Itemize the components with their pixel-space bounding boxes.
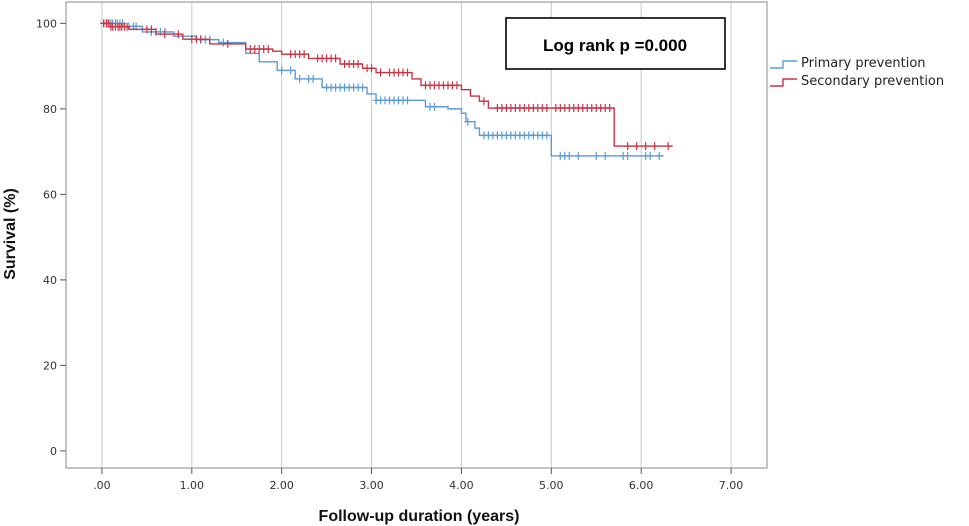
censor-mark — [543, 104, 551, 113]
censor-mark — [296, 74, 304, 83]
censor-mark — [606, 104, 614, 113]
y-axis-title: Survival (%) — [2, 188, 19, 280]
censor-mark — [565, 151, 573, 160]
censor-mark — [278, 66, 286, 75]
censor-mark — [377, 68, 385, 77]
x-tick-label: 6.00 — [629, 479, 654, 492]
legend-swatch — [770, 60, 797, 69]
x-tick-label: 2.00 — [269, 479, 294, 492]
censor-mark — [197, 35, 205, 44]
y-tick-label: 80 — [43, 103, 57, 116]
censor-mark — [300, 50, 308, 59]
censor-mark — [309, 74, 317, 83]
censor-mark — [601, 151, 609, 160]
grid-lines — [101, 2, 732, 468]
censor-mark — [224, 39, 232, 48]
censor-mark — [264, 45, 272, 54]
censor-mark — [332, 54, 340, 63]
series-layer — [100, 19, 673, 160]
legend-label: Primary prevention — [801, 56, 926, 71]
censor-mark — [359, 83, 367, 92]
plot-area-frame — [65, 1, 768, 469]
censor-mark — [219, 38, 227, 47]
censor-mark — [642, 142, 650, 151]
series-secondary-prevention — [100, 19, 673, 151]
censor-mark — [453, 81, 461, 90]
censor-mark — [646, 151, 654, 160]
censor-mark — [161, 30, 169, 39]
censor-mark — [174, 30, 182, 39]
censor-mark — [664, 142, 672, 151]
censor-mark — [624, 142, 632, 151]
legend: Primary prevention Secondary prevention — [770, 56, 944, 89]
censor-mark — [354, 59, 362, 68]
censor-mark — [430, 102, 438, 111]
censor-mark — [543, 131, 551, 140]
y-tick-label: 100 — [36, 17, 57, 30]
censor-mark — [633, 142, 641, 151]
x-tick-label: 1.00 — [180, 479, 205, 492]
log-rank-annotation: Log rank p =0.000 — [505, 17, 726, 70]
censor-mark — [651, 142, 659, 151]
annotation-box — [505, 17, 726, 70]
censor-mark — [123, 22, 131, 31]
y-tick-label: 40 — [43, 274, 57, 287]
y-tick-label: 0 — [50, 445, 57, 458]
censor-mark — [368, 64, 376, 73]
y-tick-label: 60 — [43, 188, 57, 201]
censor-mark — [404, 96, 412, 105]
x-tick-label: 3.00 — [359, 479, 384, 492]
censor-mark — [464, 117, 472, 126]
x-axis-title: Follow-up duration (years) — [319, 508, 520, 525]
legend-swatch — [770, 78, 797, 87]
y-axis-ticks: 0 20 40 60 80 100 — [36, 17, 66, 458]
x-tick-label: .00 — [93, 479, 111, 492]
censor-mark — [574, 151, 582, 160]
x-tick-label: 4.00 — [449, 479, 474, 492]
censor-mark — [147, 25, 155, 34]
censor-mark — [592, 151, 600, 160]
annotation-text: Log rank p =0.000 — [543, 36, 687, 55]
censor-mark — [404, 68, 412, 77]
censor-mark — [624, 151, 632, 160]
censor-mark — [287, 66, 295, 75]
x-axis-ticks: .00 1.00 2.00 3.00 4.00 5.00 6.00 7.00 — [93, 468, 743, 492]
y-tick-label: 20 — [43, 359, 57, 372]
x-tick-label: 7.00 — [719, 479, 744, 492]
x-tick-label: 5.00 — [539, 479, 564, 492]
censor-mark — [480, 97, 488, 106]
censor-mark — [655, 151, 663, 160]
legend-label: Secondary prevention — [801, 74, 944, 89]
survival-curve — [101, 22, 673, 147]
